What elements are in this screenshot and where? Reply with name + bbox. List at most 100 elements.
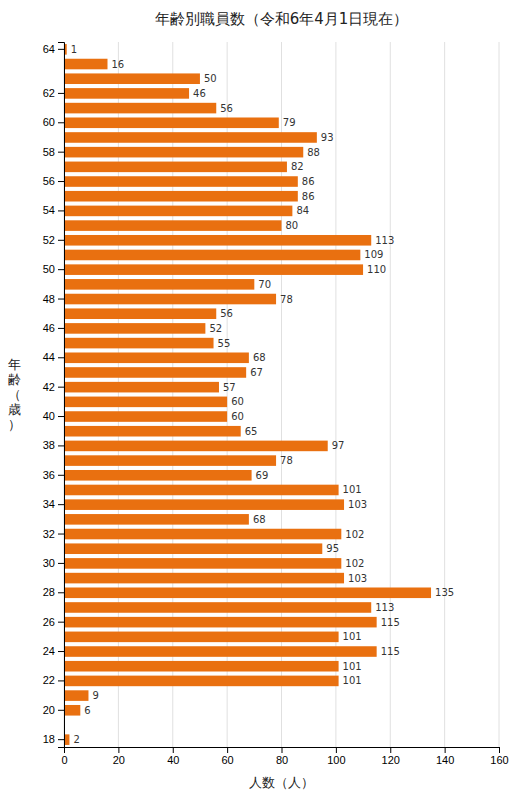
tick: 54 — [43, 204, 64, 216]
tick-mark — [58, 299, 64, 300]
tick: 44 — [43, 351, 64, 363]
data-label: 2 — [73, 734, 79, 745]
bar — [64, 587, 431, 598]
title: 年齢別職員数（令和6年4月1日現在） — [155, 10, 409, 28]
bar — [64, 558, 341, 569]
tick: 0 — [61, 747, 67, 766]
bar — [64, 294, 276, 305]
tick-mark — [58, 445, 64, 446]
tick-label: 60 — [43, 116, 55, 128]
grid — [64, 42, 499, 747]
bar — [64, 59, 108, 70]
tick: 42 — [43, 381, 64, 393]
tick-mark — [58, 592, 64, 593]
data-label: 57 — [223, 382, 236, 393]
tick: 64 — [43, 43, 64, 55]
bar — [64, 426, 241, 437]
bar — [64, 323, 205, 334]
tick-mark — [173, 747, 174, 753]
tick: 36 — [43, 469, 64, 481]
tick-label: 20 — [113, 754, 125, 766]
data-label: 93 — [321, 132, 334, 143]
tick-label: 42 — [43, 381, 55, 393]
tick: 26 — [43, 616, 64, 628]
bar — [64, 352, 249, 363]
bar — [64, 264, 363, 275]
tick-mark — [58, 328, 64, 329]
data-label: 78 — [280, 455, 293, 466]
tick: 56 — [43, 175, 64, 187]
bar — [64, 441, 328, 452]
chart: 1165046567993888286868480113109110707856… — [0, 0, 521, 799]
data-label: 55 — [218, 338, 231, 349]
tick-label: 48 — [43, 293, 55, 305]
bar — [64, 485, 339, 496]
tick: 34 — [43, 498, 64, 510]
tick: 120 — [382, 747, 400, 766]
bar — [64, 162, 287, 173]
plot: 1165046567993888286868480113109110707856… — [43, 42, 509, 766]
tick-label: 26 — [43, 616, 55, 628]
y-axis: 6462605856545250484644424038363432302826… — [43, 43, 65, 748]
data-label: 16 — [112, 59, 125, 70]
data-label: 97 — [332, 440, 345, 451]
bar — [64, 279, 254, 290]
tick-mark — [58, 534, 64, 535]
data-label: 88 — [307, 147, 320, 158]
data-label: 101 — [343, 484, 362, 495]
data-label: 109 — [364, 249, 383, 260]
tick: 20 — [43, 704, 64, 716]
bar — [64, 411, 227, 422]
tick: 140 — [436, 747, 454, 766]
tick: 52 — [43, 234, 64, 246]
tick-label: 140 — [436, 754, 454, 766]
data-label: 65 — [245, 426, 258, 437]
tick-mark — [58, 269, 64, 270]
tick: 32 — [43, 528, 64, 540]
data-label: 70 — [258, 279, 271, 290]
tick: 22 — [43, 674, 64, 686]
data-label: 9 — [92, 690, 98, 701]
bar — [64, 73, 200, 84]
data-label: 101 — [343, 631, 362, 642]
bar — [64, 529, 341, 540]
data-label: 113 — [375, 602, 394, 613]
tick-label: 44 — [43, 351, 55, 363]
data-label: 68 — [253, 514, 266, 525]
bar — [64, 632, 339, 643]
tick-label: 30 — [43, 557, 55, 569]
data-label: 101 — [343, 661, 362, 672]
data-label: 78 — [280, 294, 293, 305]
bar — [64, 397, 227, 408]
tick: 20 — [113, 747, 125, 766]
data-labels: 1165046567993888286868480113109110707856… — [71, 44, 454, 745]
bar — [64, 646, 377, 657]
data-label: 1 — [71, 44, 77, 55]
grid-line — [499, 42, 500, 747]
tick-mark — [58, 739, 64, 740]
data-label: 135 — [435, 587, 454, 598]
bar — [64, 220, 282, 231]
data-label: 80 — [286, 220, 299, 231]
tick: 100 — [327, 747, 345, 766]
y-axis-title: 年齢（歳） — [8, 356, 21, 431]
tick-label: 38 — [43, 439, 55, 451]
bars — [64, 44, 431, 745]
data-label: 103 — [348, 499, 367, 510]
tick-mark — [282, 747, 283, 753]
tick-label: 50 — [43, 263, 55, 275]
tick-label: 56 — [43, 175, 55, 187]
data-label: 102 — [345, 558, 364, 569]
bar — [64, 543, 322, 554]
tick-label: 18 — [43, 733, 55, 745]
x-axis: 020406080100120140160 — [61, 747, 508, 766]
tick-mark — [390, 747, 391, 753]
tick-label: 20 — [43, 704, 55, 716]
data-label: 103 — [348, 573, 367, 584]
data-label: 52 — [209, 323, 222, 334]
tick-label: 160 — [490, 754, 508, 766]
tick-mark — [58, 93, 64, 94]
data-label: 86 — [302, 176, 315, 187]
tick-label: 32 — [43, 528, 55, 540]
data-label: 67 — [250, 367, 263, 378]
